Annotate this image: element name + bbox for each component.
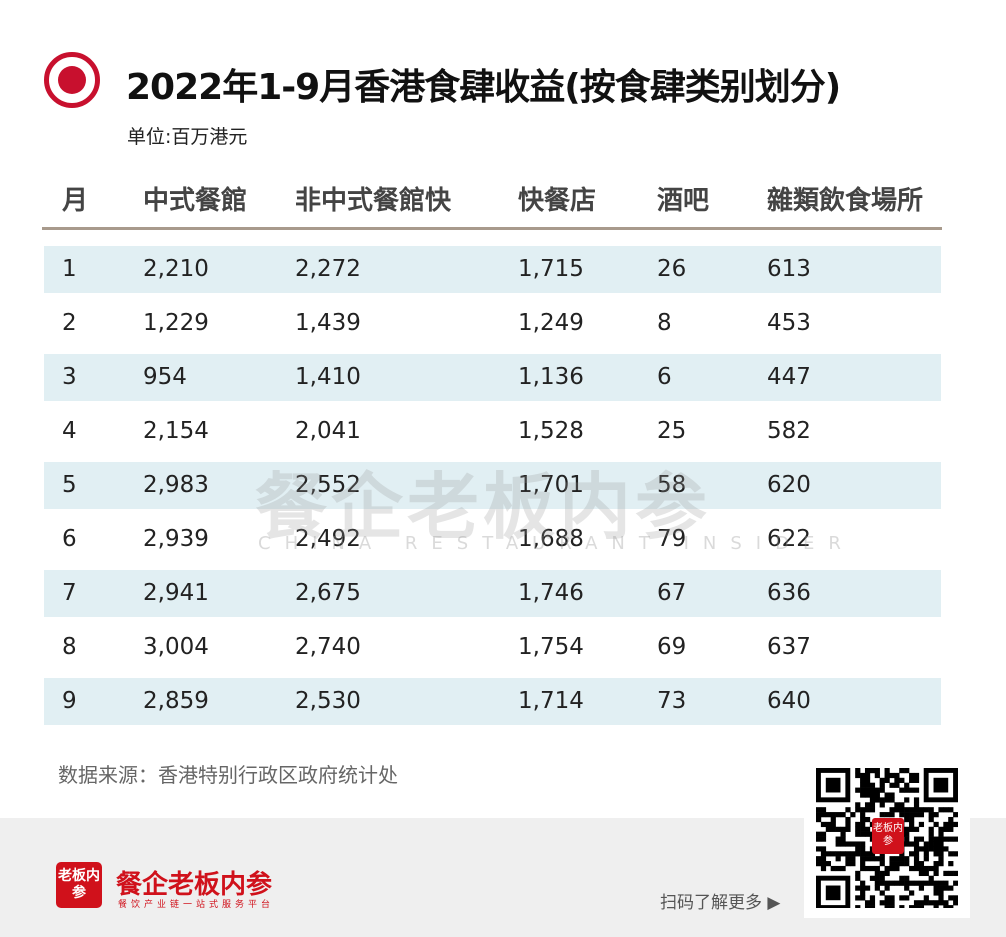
table-cell: 3,004: [143, 634, 209, 660]
table-cell: 1,439: [295, 310, 361, 336]
watermark: 餐企老板内参: [255, 465, 712, 549]
qr-badge-icon: 老板内参: [872, 818, 904, 854]
column-header: 快餐店: [518, 186, 597, 216]
table-row: 1 2,210 2,272 1,715 26 613: [44, 246, 941, 293]
watermark-en: CHINA RESTAURANT INSIDER: [258, 533, 855, 554]
table-cell: 2,859: [143, 688, 209, 714]
table-cell: 26: [657, 256, 687, 282]
column-header: 中式餐館: [143, 186, 248, 216]
qr-code[interactable]: [804, 758, 970, 918]
table-cell: 954: [143, 364, 187, 390]
chevron-right-icon: ▶: [767, 893, 781, 913]
scan-more-link[interactable]: 扫码了解更多 ▶: [660, 893, 781, 913]
header-divider: [42, 227, 942, 230]
table-cell: 1,688: [518, 526, 584, 552]
table-cell: 2,272: [295, 256, 361, 282]
table-cell: 640: [767, 688, 811, 714]
table-cell: 6: [657, 364, 672, 390]
unit-label: 单位:百万港元: [127, 126, 248, 148]
table-cell: 2,941: [143, 580, 209, 606]
table-cell: 1,229: [143, 310, 209, 336]
table-cell: 1,410: [295, 364, 361, 390]
table-cell: 8: [62, 634, 77, 660]
table-cell: 622: [767, 526, 811, 552]
table-cell: 447: [767, 364, 811, 390]
table-cell: 8: [657, 310, 672, 336]
table-cell: 2,675: [295, 580, 361, 606]
table-cell: 2,552: [295, 472, 361, 498]
table-cell: 1,715: [518, 256, 584, 282]
table-cell: 1,754: [518, 634, 584, 660]
table-cell: 9: [62, 688, 77, 714]
column-header: 非中式餐館快: [295, 186, 452, 216]
table-row: 2 1,229 1,439 1,249 8 453: [44, 300, 941, 347]
table-cell: 1: [62, 256, 77, 282]
table-cell: 5: [62, 472, 77, 498]
table-cell: 3: [62, 364, 77, 390]
table-cell: 582: [767, 418, 811, 444]
table-row: 8 3,004 2,740 1,754 69 637: [44, 624, 941, 671]
table-cell: 1,714: [518, 688, 584, 714]
table-cell: 6: [62, 526, 77, 552]
table-cell: 1,249: [518, 310, 584, 336]
table-cell: 2,939: [143, 526, 209, 552]
table-cell: 620: [767, 472, 811, 498]
table-cell: 4: [62, 418, 77, 444]
table-cell: 613: [767, 256, 811, 282]
table-cell: 1,701: [518, 472, 584, 498]
table-cell: 58: [657, 472, 687, 498]
brand-logo-icon: 老板内参: [56, 862, 102, 908]
table-cell: 2,740: [295, 634, 361, 660]
page-title: 2022年1-9月香港食肆收益(按食肆类别划分): [126, 67, 841, 108]
table-cell: 2,041: [295, 418, 361, 444]
table-cell: 1,746: [518, 580, 584, 606]
column-header: 酒吧: [657, 186, 710, 216]
table-row: 7 2,941 2,675 1,746 67 636: [44, 570, 941, 617]
table-cell: 2,154: [143, 418, 209, 444]
table-cell: 2,210: [143, 256, 209, 282]
table-cell: 1,528: [518, 418, 584, 444]
table-cell: 636: [767, 580, 811, 606]
target-logo-icon: [44, 52, 100, 108]
brand-name: 餐企老板内参: [116, 870, 273, 900]
column-header: 月: [62, 186, 89, 216]
table-cell: 69: [657, 634, 687, 660]
table-cell: 2,492: [295, 526, 361, 552]
table-cell: 2,530: [295, 688, 361, 714]
table-cell: 453: [767, 310, 811, 336]
table-row: 3 954 1,410 1,136 6 447: [44, 354, 941, 401]
table-row: 4 2,154 2,041 1,528 25 582: [44, 408, 941, 455]
column-header: 雜類飲食場所: [767, 186, 924, 216]
qr-code-icon: [816, 768, 958, 908]
table-cell: 7: [62, 580, 77, 606]
table-row: 9 2,859 2,530 1,714 73 640: [44, 678, 941, 725]
table-cell: 1,136: [518, 364, 584, 390]
brand-tagline: 餐饮产业链一站式服务平台: [118, 900, 275, 910]
table-cell: 73: [657, 688, 687, 714]
table-cell: 2,983: [143, 472, 209, 498]
table-cell: 25: [657, 418, 687, 444]
table-row: 6 2,939 2,492 1,688 79 622: [44, 516, 941, 563]
table-cell: 637: [767, 634, 811, 660]
table-cell: 67: [657, 580, 687, 606]
data-source: 数据来源：香港特别行政区政府统计处: [58, 763, 398, 787]
table-cell: 2: [62, 310, 77, 336]
table-row: 5 2,983 2,552 1,701 58 620: [44, 462, 941, 509]
table-cell: 79: [657, 526, 687, 552]
